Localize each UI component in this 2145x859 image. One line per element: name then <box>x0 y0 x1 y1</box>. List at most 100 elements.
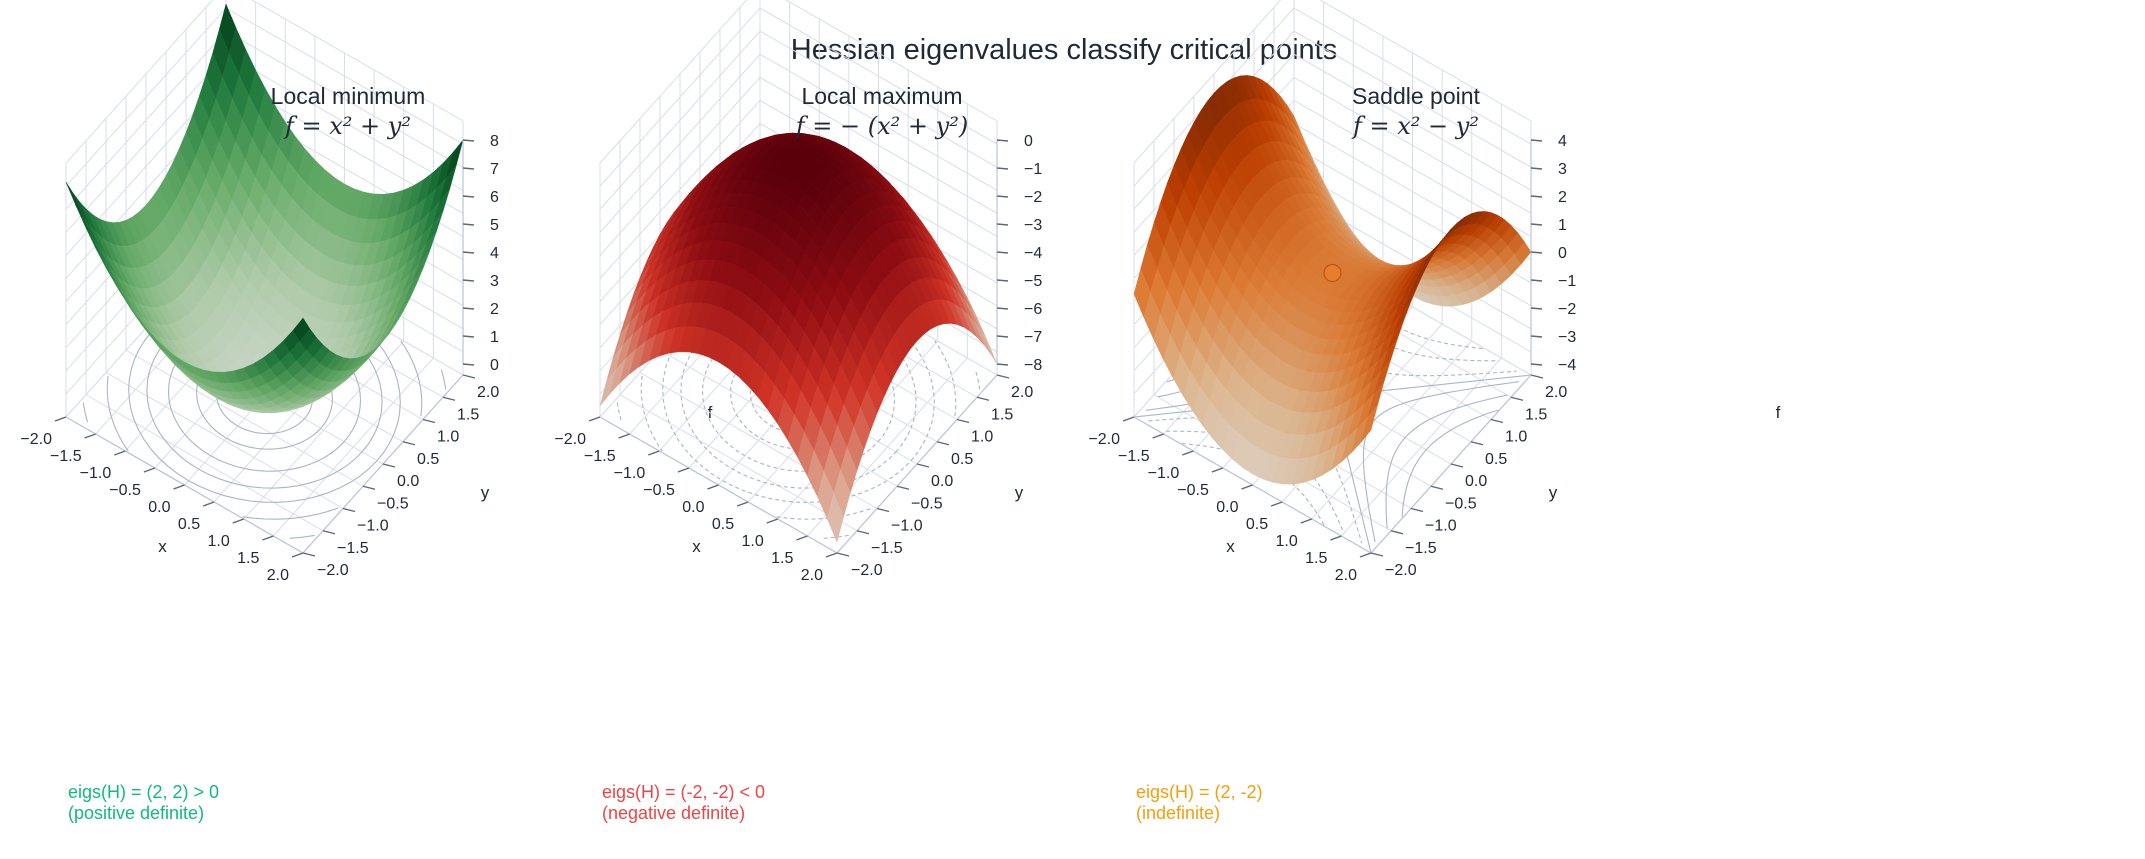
x-axis-title: x <box>692 537 701 556</box>
panel-local-minimum: −2.0−1.5−1.0−0.50.00.51.01.52.0x−2.0−1.5… <box>20 0 713 823</box>
surface-facet <box>1360 404 1378 443</box>
x-tick-mark <box>262 535 274 541</box>
y-tick-label: 2.0 <box>1011 384 1033 401</box>
z-tick-mark <box>996 363 1009 366</box>
panel-title: Local minimum <box>271 83 426 109</box>
x-tick-label: 0.0 <box>1216 499 1238 516</box>
x-tick-mark <box>677 467 690 473</box>
x-tick-label: 2.0 <box>1335 567 1357 584</box>
x-tick-mark <box>1122 416 1135 422</box>
x-tick-mark <box>588 416 601 422</box>
z-tick-label: −6 <box>1024 301 1042 318</box>
y-axis-title: y <box>1015 483 1024 502</box>
contour-line <box>616 402 623 423</box>
y-tick-mark <box>1530 374 1544 379</box>
surface-facet <box>292 317 310 341</box>
z-tick-mark <box>996 167 1009 170</box>
x-tick-label: −2.0 <box>1088 431 1120 448</box>
z-tick-label: 0 <box>1558 245 1567 262</box>
wall-grid-line <box>599 76 998 256</box>
surface-panels: −2.0−1.5−1.0−0.50.00.51.01.52.0x−2.0−1.5… <box>20 0 1781 823</box>
x-tick-label: −1.5 <box>1118 448 1150 465</box>
y-tick-mark <box>1470 441 1484 446</box>
y-tick-mark <box>1410 507 1424 513</box>
y-tick-mark <box>342 507 356 513</box>
z-tick-mark <box>462 307 475 310</box>
y-tick-label: 1.5 <box>991 406 1013 423</box>
x-tick-mark <box>54 416 67 422</box>
y-tick-mark <box>1370 552 1384 557</box>
x-tick-label: −0.5 <box>1177 482 1209 499</box>
x-axis-title: x <box>1226 537 1235 556</box>
x-tick-label: 1.5 <box>771 550 793 567</box>
z-tick-mark <box>1530 335 1543 338</box>
contour-line <box>82 402 89 423</box>
surface <box>65 3 464 414</box>
y-tick-label: −1.0 <box>1425 518 1457 535</box>
y-tick-label: −0.5 <box>1445 495 1477 512</box>
z-tick-mark <box>462 167 475 170</box>
y-tick-mark <box>996 374 1010 379</box>
z-tick-label: −2 <box>1558 301 1576 318</box>
panel-formula: f = − (x² + y²) <box>794 112 968 140</box>
definiteness-annotation: (negative definite) <box>602 803 745 823</box>
contour-line <box>242 507 339 520</box>
z-tick-label: 3 <box>490 273 499 290</box>
z-tick-label: 5 <box>490 217 499 234</box>
z-tick-label: −1 <box>1024 161 1042 178</box>
y-tick-mark <box>442 396 456 401</box>
x-tick-mark <box>766 518 778 524</box>
y-tick-label: 0.5 <box>417 451 439 468</box>
x-tick-label: 0.5 <box>178 516 200 533</box>
x-tick-label: −1.5 <box>584 448 616 465</box>
z-tick-mark <box>1530 279 1543 282</box>
z-tick-mark <box>996 223 1009 226</box>
x-tick-label: 1.0 <box>208 533 230 550</box>
contour-line <box>106 375 129 452</box>
z-tick-label: 4 <box>490 245 499 262</box>
y-tick-label: −0.5 <box>377 495 409 512</box>
contour-line <box>934 340 957 417</box>
z-tick-mark <box>996 139 1009 142</box>
z-axis-title: f <box>1776 403 1781 422</box>
x-tick-label: 1.5 <box>1305 550 1327 567</box>
x-tick-mark <box>1211 467 1224 473</box>
x-tick-label: 0.0 <box>682 499 704 516</box>
y-tick-mark <box>302 552 316 557</box>
y-tick-label: −1.5 <box>337 540 369 557</box>
x-tick-label: 2.0 <box>267 567 289 584</box>
wall-grid-line <box>599 7 998 187</box>
x-tick-mark <box>84 433 96 439</box>
z-tick-mark <box>462 363 475 366</box>
x-tick-label: 0.5 <box>1246 516 1268 533</box>
y-tick-label: 2.0 <box>1545 384 1567 401</box>
x-tick-mark <box>202 501 215 507</box>
y-axis-title: y <box>481 483 490 502</box>
z-tick-label: 2 <box>490 301 499 318</box>
y-tick-label: 0.0 <box>397 473 419 490</box>
x-tick-mark <box>173 484 185 490</box>
x-tick-mark <box>291 552 304 558</box>
x-tick-label: −1.0 <box>80 465 112 482</box>
z-tick-mark <box>462 251 475 254</box>
z-tick-mark <box>462 335 475 338</box>
x-tick-label: 0.0 <box>148 499 170 516</box>
contour-line <box>1302 248 1517 377</box>
y-tick-label: 1.0 <box>1505 429 1527 446</box>
floor-grid-line <box>273 357 434 537</box>
y-tick-mark <box>402 441 416 446</box>
x-tick-mark <box>114 450 126 456</box>
wall-grid-line <box>1133 0 1532 164</box>
z-tick-mark <box>996 251 1009 254</box>
y-tick-mark <box>1430 485 1444 490</box>
x-tick-mark <box>1152 433 1164 439</box>
z-tick-mark <box>996 335 1009 338</box>
definiteness-annotation: (indefinite) <box>1136 803 1220 823</box>
x-tick-mark <box>1300 518 1312 524</box>
surface-facet <box>973 320 991 354</box>
wall-grid-line <box>65 0 464 164</box>
x-tick-label: −2.0 <box>554 431 586 448</box>
contour-line <box>1401 409 1499 517</box>
panel-formula: f = x² − y² <box>1351 112 1479 140</box>
y-tick-label: 0.5 <box>1485 451 1507 468</box>
